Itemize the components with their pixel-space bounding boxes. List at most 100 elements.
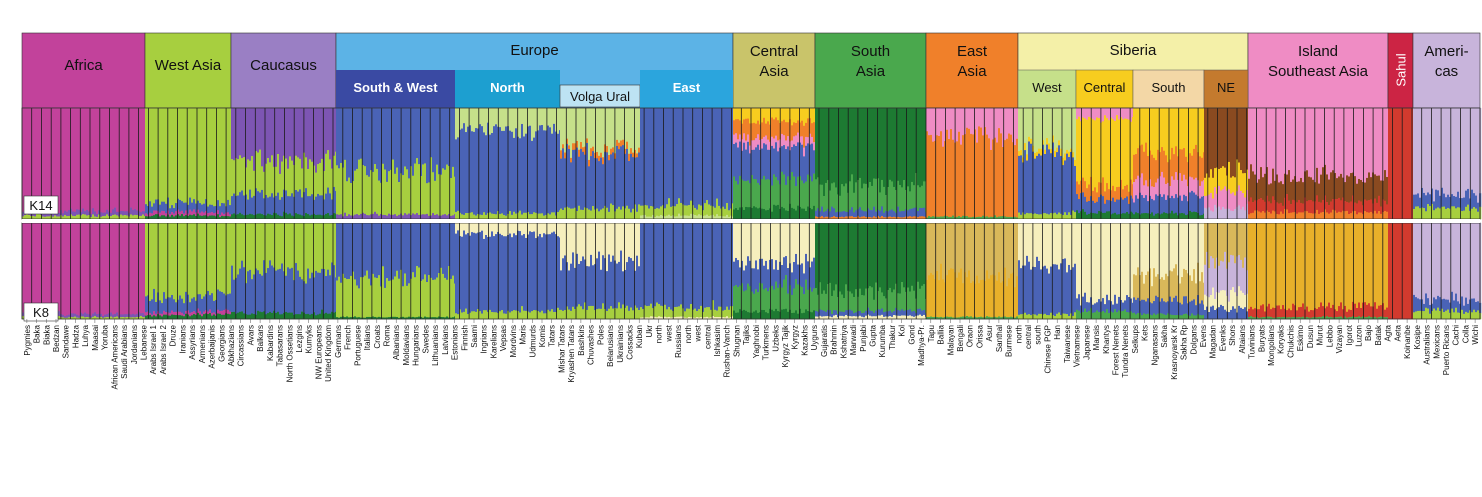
bar-segment bbox=[1044, 213, 1046, 219]
bar-segment bbox=[311, 194, 313, 215]
bar-segment bbox=[901, 282, 903, 310]
bar-segment bbox=[743, 210, 745, 219]
bar-segment bbox=[1292, 212, 1294, 219]
bar-segment bbox=[193, 199, 195, 210]
bar-segment bbox=[553, 312, 555, 319]
bar-segment bbox=[491, 133, 493, 214]
bar-segment bbox=[670, 207, 672, 216]
bar-segment bbox=[1364, 108, 1366, 183]
bar-segment bbox=[211, 293, 213, 313]
group-label-5: South bbox=[851, 43, 890, 60]
bar-segment bbox=[978, 283, 980, 317]
bar-segment bbox=[1465, 108, 1467, 191]
bar-segment bbox=[1210, 223, 1212, 256]
bar-segment bbox=[1376, 214, 1378, 220]
bar-segment bbox=[94, 211, 96, 216]
bar-segment bbox=[217, 223, 219, 290]
bar-segment bbox=[267, 158, 269, 198]
bar-segment bbox=[285, 159, 287, 191]
bar-segment bbox=[291, 193, 293, 216]
bar-segment bbox=[889, 288, 891, 311]
bar-segment bbox=[398, 279, 400, 318]
bar-segment bbox=[660, 108, 662, 207]
bar-segment bbox=[28, 223, 30, 315]
bar-segment bbox=[539, 223, 541, 234]
bar-segment bbox=[489, 310, 491, 319]
bar-segment bbox=[416, 266, 418, 317]
bar-segment bbox=[946, 108, 948, 130]
bar-segment bbox=[189, 210, 191, 215]
bar-segment bbox=[1248, 214, 1250, 219]
bar-segment bbox=[348, 178, 350, 215]
bar-segment bbox=[72, 223, 74, 314]
bar-segment bbox=[1179, 303, 1181, 316]
bar-segment bbox=[1088, 108, 1090, 117]
bar-segment bbox=[1376, 108, 1378, 176]
bar-segment bbox=[277, 269, 279, 312]
bar-segment bbox=[193, 108, 195, 199]
bar-segment bbox=[990, 275, 992, 317]
bar-segment bbox=[1004, 140, 1006, 217]
bar-segment bbox=[418, 223, 420, 268]
bar-segment bbox=[680, 304, 682, 316]
bar-segment bbox=[1108, 189, 1110, 200]
bar-segment bbox=[450, 108, 452, 178]
bar-segment bbox=[1240, 291, 1242, 308]
bar-segment bbox=[1147, 186, 1149, 201]
bar-segment bbox=[853, 313, 855, 316]
bar-segment bbox=[568, 310, 570, 320]
bar-segment bbox=[897, 223, 899, 294]
bar-segment bbox=[958, 273, 960, 318]
bar-segment bbox=[58, 108, 60, 213]
bar-segment bbox=[1151, 303, 1153, 315]
bar-segment bbox=[126, 108, 128, 212]
bar-segment bbox=[616, 140, 618, 146]
bar-segment bbox=[153, 108, 155, 204]
bar-segment bbox=[869, 286, 871, 311]
bar-segment bbox=[1145, 108, 1147, 143]
bar-segment bbox=[1212, 288, 1214, 306]
bar-segment bbox=[612, 147, 614, 152]
bar-segment bbox=[231, 223, 233, 266]
bar-segment bbox=[1171, 302, 1173, 315]
bar-segment bbox=[1228, 223, 1230, 263]
bar-segment bbox=[213, 213, 215, 216]
bar-segment bbox=[821, 207, 823, 217]
bar-segment bbox=[596, 152, 598, 159]
bar-segment bbox=[1016, 108, 1018, 139]
bar-segment bbox=[1076, 119, 1078, 182]
bar-segment bbox=[457, 314, 459, 319]
bar-segment bbox=[921, 108, 923, 186]
bar-segment bbox=[1054, 223, 1056, 265]
bar-segment bbox=[966, 277, 968, 316]
bar-segment bbox=[843, 312, 845, 317]
bar-segment bbox=[219, 223, 221, 292]
bar-segment bbox=[978, 126, 980, 217]
bar-segment bbox=[797, 265, 799, 285]
bar-segment bbox=[763, 289, 765, 310]
bar-segment bbox=[163, 108, 165, 202]
bar-segment bbox=[560, 310, 562, 319]
bar-segment bbox=[1248, 108, 1250, 179]
bar-segment bbox=[797, 133, 799, 143]
bar-segment bbox=[775, 136, 777, 143]
bar-segment bbox=[1173, 213, 1175, 219]
bar-segment bbox=[199, 203, 201, 213]
bar-segment bbox=[1161, 277, 1163, 298]
bar-segment bbox=[134, 315, 136, 318]
bar-segment bbox=[735, 208, 737, 219]
bar-segment bbox=[221, 292, 223, 311]
bar-segment bbox=[511, 223, 513, 237]
bar-segment bbox=[1058, 312, 1060, 319]
bar-segment bbox=[1112, 119, 1114, 186]
bar-segment bbox=[1076, 108, 1078, 119]
bar-segment bbox=[843, 211, 845, 218]
bar-segment bbox=[505, 236, 507, 314]
bar-segment bbox=[171, 223, 173, 295]
bar-segment bbox=[1254, 108, 1256, 175]
bar-segment bbox=[1356, 108, 1358, 184]
bar-segment bbox=[861, 210, 863, 217]
bar-segment bbox=[1278, 203, 1280, 214]
bar-segment bbox=[1147, 223, 1149, 272]
bar-segment bbox=[1417, 206, 1419, 219]
